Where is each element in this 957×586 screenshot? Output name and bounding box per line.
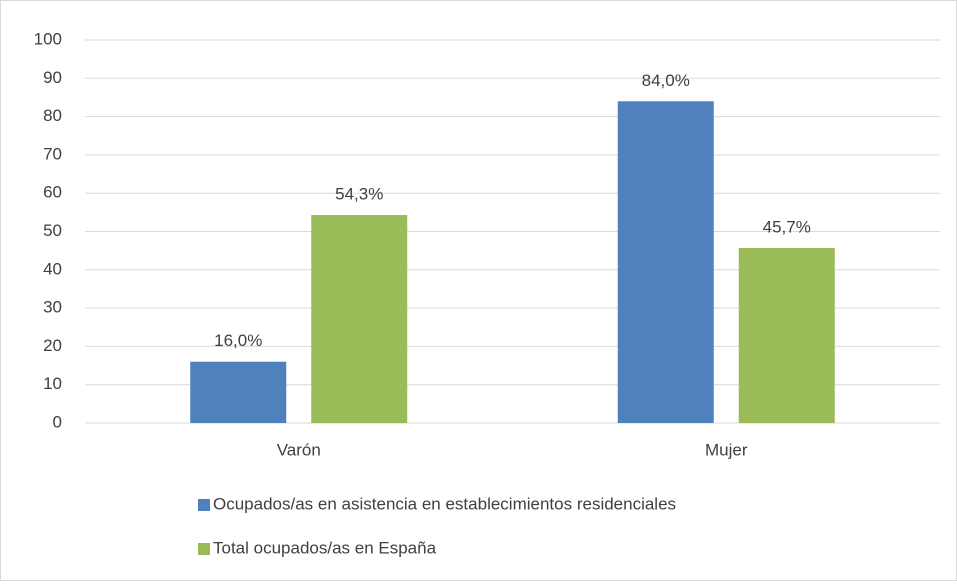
y-tick-label: 30 xyxy=(43,298,62,317)
bar xyxy=(617,101,714,423)
value-label: 45,7% xyxy=(763,217,811,236)
value-label: 84,0% xyxy=(642,71,690,90)
y-tick-label: 70 xyxy=(43,144,62,163)
y-tick-label: 0 xyxy=(53,412,62,431)
y-tick-label: 50 xyxy=(43,221,62,240)
y-tick-label: 100 xyxy=(34,29,62,48)
legend-swatch xyxy=(198,499,210,511)
y-tick-label: 90 xyxy=(43,68,62,87)
y-tick-label: 40 xyxy=(43,259,62,278)
bar xyxy=(190,361,287,423)
legend-swatch xyxy=(198,543,210,555)
legend-label: Ocupados/as en asistencia en establecimi… xyxy=(213,494,676,513)
value-label: 16,0% xyxy=(214,331,262,350)
y-tick-label: 60 xyxy=(43,183,62,202)
y-tick-label: 20 xyxy=(43,336,62,355)
x-tick-label: Varón xyxy=(277,440,321,459)
value-label: 54,3% xyxy=(335,185,383,204)
bar xyxy=(311,215,408,423)
y-tick-label: 80 xyxy=(43,106,62,125)
y-tick-label: 10 xyxy=(43,374,62,393)
legend-label: Total ocupados/as en España xyxy=(213,538,437,557)
bar xyxy=(738,247,835,423)
x-tick-label: Mujer xyxy=(705,440,748,459)
